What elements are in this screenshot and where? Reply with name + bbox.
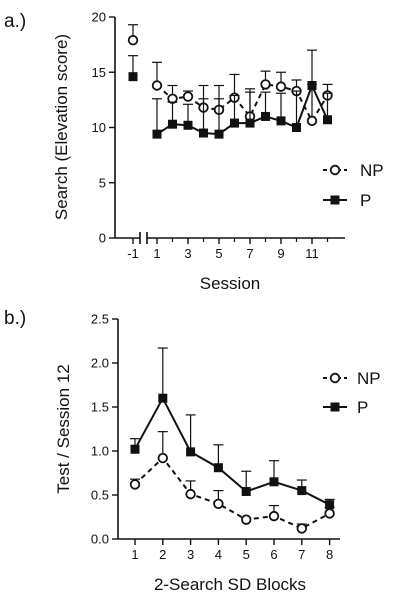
data-point — [292, 123, 301, 132]
data-point — [129, 479, 141, 490]
data-point — [186, 447, 196, 457]
data-point — [152, 129, 162, 139]
y-axis-title: Search (Elevation score) — [52, 34, 71, 220]
data-point — [261, 111, 270, 121]
y-tick-label: 0.0 — [91, 532, 109, 547]
data-point — [307, 81, 317, 91]
data-point — [268, 510, 280, 522]
data-point — [168, 119, 177, 129]
y-tick-label: 15 — [92, 65, 106, 80]
x-tick-label: 1 — [131, 547, 138, 562]
y-tick-label: 2.5 — [91, 312, 109, 327]
data-point — [324, 508, 335, 519]
data-point — [214, 129, 224, 139]
x-tick-label: 3 — [184, 246, 191, 261]
series-np — [127, 24, 333, 127]
x-tick-label: 5 — [215, 246, 222, 261]
data-point — [230, 118, 239, 128]
data-point — [213, 463, 223, 473]
y-tick-label: 10 — [92, 120, 106, 135]
x-tick-label: 8 — [326, 547, 333, 562]
y-tick-label: 0 — [99, 231, 106, 246]
legend-label: NP — [360, 161, 384, 180]
x-tick-label: 7 — [246, 246, 253, 261]
y-tick-label: 1.0 — [91, 444, 109, 459]
y-tick-label: 20 — [92, 10, 106, 25]
series-line — [156, 82, 329, 136]
legend: NP P — [323, 161, 384, 210]
data-point — [245, 118, 255, 128]
x-axis-title: Session — [200, 274, 260, 293]
y-axis-title: Test / Session 12 — [54, 364, 73, 493]
data-point — [323, 115, 332, 125]
series-np — [129, 431, 335, 534]
legend-item-np: NP — [323, 369, 381, 388]
legend-marker — [329, 372, 341, 384]
legend-label: P — [357, 398, 368, 417]
data-point — [128, 72, 138, 82]
data-point — [199, 128, 208, 138]
y-tick-label: 2.0 — [91, 356, 109, 371]
legend-marker — [330, 402, 340, 412]
data-point — [306, 115, 318, 127]
data-point — [130, 444, 140, 454]
data-point — [185, 488, 196, 500]
legend-item-p: P — [323, 398, 368, 417]
data-point — [275, 81, 287, 92]
x-tick-label: 4 — [215, 547, 222, 562]
x-tick-label: 5 — [243, 547, 250, 562]
data-point — [158, 393, 168, 403]
x-axis-title: 2-Search SD Blocks — [154, 575, 306, 594]
data-point — [127, 35, 139, 46]
y-tick-label: 0.5 — [91, 488, 109, 503]
data-point — [183, 120, 193, 130]
legend-marker — [330, 195, 340, 205]
panel-label: a.) — [4, 11, 26, 32]
series-line — [156, 83, 329, 123]
x-tick-label: 6 — [270, 547, 277, 562]
legend-item-p: P — [323, 191, 371, 210]
legend-item-np: NP — [323, 161, 384, 180]
x-tick-label: 2 — [159, 547, 166, 562]
x-tick-label: 3 — [187, 547, 194, 562]
data-point — [240, 514, 252, 525]
panel-label: b.) — [4, 308, 26, 329]
data-point — [276, 116, 286, 126]
series-line — [134, 396, 331, 506]
series-p — [128, 49, 333, 139]
data-point — [241, 486, 251, 496]
data-point — [269, 477, 279, 487]
series-p — [130, 347, 335, 510]
legend-label: NP — [357, 369, 381, 388]
data-point — [157, 452, 169, 464]
x-tick-label: 11 — [305, 246, 319, 261]
y-tick-label: 5 — [99, 175, 106, 190]
legend-marker — [329, 164, 341, 176]
x-tick-label: 1 — [153, 246, 160, 261]
data-point — [213, 498, 224, 510]
data-point — [182, 91, 194, 102]
x-tick-label: 7 — [298, 547, 305, 562]
x-tick-label: -1 — [127, 246, 139, 261]
chart-panel-b: b.) 0.0 0.5 1.0 1.5 2.0 2.5 1 2 3 4 5 6 7 8 Test / Sess… — [4, 308, 381, 594]
data-point — [260, 79, 271, 90]
data-point — [297, 486, 307, 496]
y-tick-label: 1.5 — [91, 400, 109, 415]
data-point — [296, 523, 308, 534]
legend: NP P — [323, 369, 381, 417]
legend-label: P — [360, 191, 371, 210]
data-point — [325, 500, 335, 510]
x-tick-label: 9 — [277, 246, 284, 261]
data-point — [151, 80, 163, 91]
chart-panel-a: a.) 0 5 10 15 20 -1 1 3 5 7 9 11 Search (Elevation sc… — [4, 10, 384, 294]
